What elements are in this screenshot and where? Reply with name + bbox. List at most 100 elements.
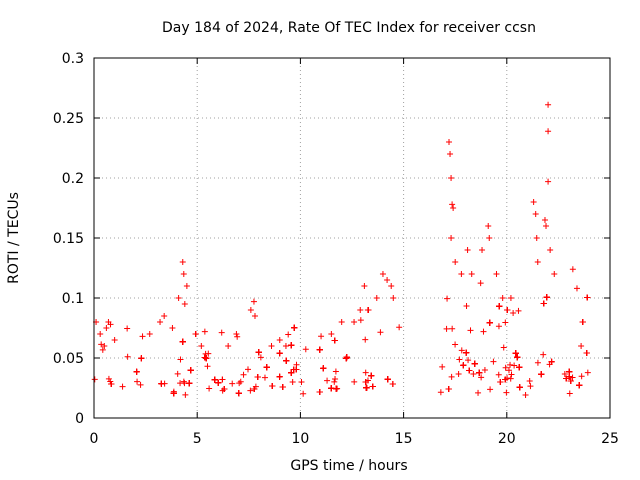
data-point bbox=[530, 199, 537, 205]
data-point bbox=[338, 319, 345, 325]
data-point bbox=[439, 363, 446, 370]
data-point bbox=[343, 354, 350, 361]
data-point bbox=[331, 378, 338, 385]
data-point bbox=[477, 280, 484, 287]
data-point bbox=[551, 271, 558, 277]
data-point bbox=[465, 357, 472, 364]
data-point bbox=[443, 325, 450, 332]
data-point bbox=[282, 343, 289, 349]
data-point bbox=[146, 331, 153, 337]
data-point bbox=[540, 351, 547, 358]
data-point bbox=[478, 374, 485, 381]
x-tick-label: 5 bbox=[193, 431, 202, 447]
data-point bbox=[237, 378, 244, 385]
data-point bbox=[105, 375, 112, 382]
data-point bbox=[318, 333, 325, 340]
data-point bbox=[351, 378, 358, 385]
data-point bbox=[124, 353, 131, 360]
data-point bbox=[351, 319, 358, 325]
data-point bbox=[452, 341, 459, 348]
data-point bbox=[490, 358, 497, 365]
data-point bbox=[584, 294, 591, 301]
data-point bbox=[169, 325, 176, 331]
data-point bbox=[298, 379, 305, 386]
data-point bbox=[107, 378, 114, 385]
data-point bbox=[497, 379, 504, 386]
data-point bbox=[566, 373, 573, 380]
data-point bbox=[503, 389, 510, 396]
data-point bbox=[134, 378, 141, 385]
data-point bbox=[533, 235, 540, 241]
data-point bbox=[486, 235, 493, 241]
data-point bbox=[578, 343, 585, 349]
data-point bbox=[111, 337, 118, 343]
data-point bbox=[448, 235, 455, 241]
data-point bbox=[475, 389, 482, 396]
data-point bbox=[187, 367, 194, 374]
data-point bbox=[545, 178, 552, 185]
data-point bbox=[180, 271, 187, 277]
data-point bbox=[467, 327, 474, 334]
data-point bbox=[182, 391, 189, 398]
data-point bbox=[447, 151, 454, 157]
data-points bbox=[91, 101, 591, 398]
data-point bbox=[481, 367, 488, 374]
data-point bbox=[324, 377, 331, 384]
data-point bbox=[279, 384, 286, 391]
data-point bbox=[206, 385, 213, 392]
data-point bbox=[541, 217, 548, 223]
data-point bbox=[543, 294, 550, 301]
data-point bbox=[179, 259, 186, 265]
data-point bbox=[362, 336, 369, 343]
data-point bbox=[254, 374, 261, 381]
data-point bbox=[201, 354, 208, 361]
data-point bbox=[495, 323, 502, 330]
data-point bbox=[569, 266, 576, 273]
data-point bbox=[233, 331, 240, 337]
data-point bbox=[576, 382, 583, 389]
data-point bbox=[261, 374, 268, 381]
data-point bbox=[250, 298, 257, 305]
data-point bbox=[263, 364, 270, 371]
data-point bbox=[108, 380, 115, 387]
y-tick-label: 0.15 bbox=[53, 231, 84, 247]
data-point bbox=[486, 319, 493, 326]
y-tick-label: 0.05 bbox=[53, 351, 84, 367]
data-point bbox=[460, 362, 467, 369]
data-point bbox=[332, 376, 339, 383]
data-point bbox=[449, 201, 456, 208]
data-point bbox=[471, 360, 478, 367]
x-tick-label: 10 bbox=[291, 431, 309, 447]
data-point bbox=[455, 370, 462, 377]
data-point bbox=[500, 344, 507, 351]
data-point bbox=[300, 390, 307, 397]
data-point bbox=[219, 376, 226, 383]
data-point bbox=[561, 370, 568, 377]
data-point bbox=[157, 319, 164, 325]
data-point bbox=[331, 337, 338, 344]
y-axis-label: ROTI / TECUs bbox=[6, 192, 22, 284]
data-point bbox=[526, 377, 533, 384]
data-point bbox=[316, 346, 323, 353]
x-tick-label: 25 bbox=[601, 431, 619, 447]
data-point bbox=[495, 371, 502, 378]
data-point bbox=[97, 331, 104, 337]
data-point bbox=[547, 247, 554, 253]
data-point bbox=[215, 379, 222, 386]
data-point bbox=[368, 372, 375, 379]
data-point bbox=[247, 307, 254, 313]
data-point bbox=[119, 383, 126, 390]
data-point bbox=[569, 374, 576, 381]
data-point bbox=[103, 325, 110, 331]
data-point bbox=[361, 283, 368, 289]
data-point bbox=[177, 356, 184, 363]
data-point bbox=[186, 380, 193, 387]
data-point bbox=[516, 384, 523, 391]
data-point bbox=[479, 247, 486, 253]
data-point bbox=[229, 380, 236, 387]
data-point bbox=[138, 355, 145, 362]
data-point bbox=[363, 384, 370, 391]
data-point bbox=[437, 389, 444, 396]
data-point bbox=[534, 359, 541, 366]
